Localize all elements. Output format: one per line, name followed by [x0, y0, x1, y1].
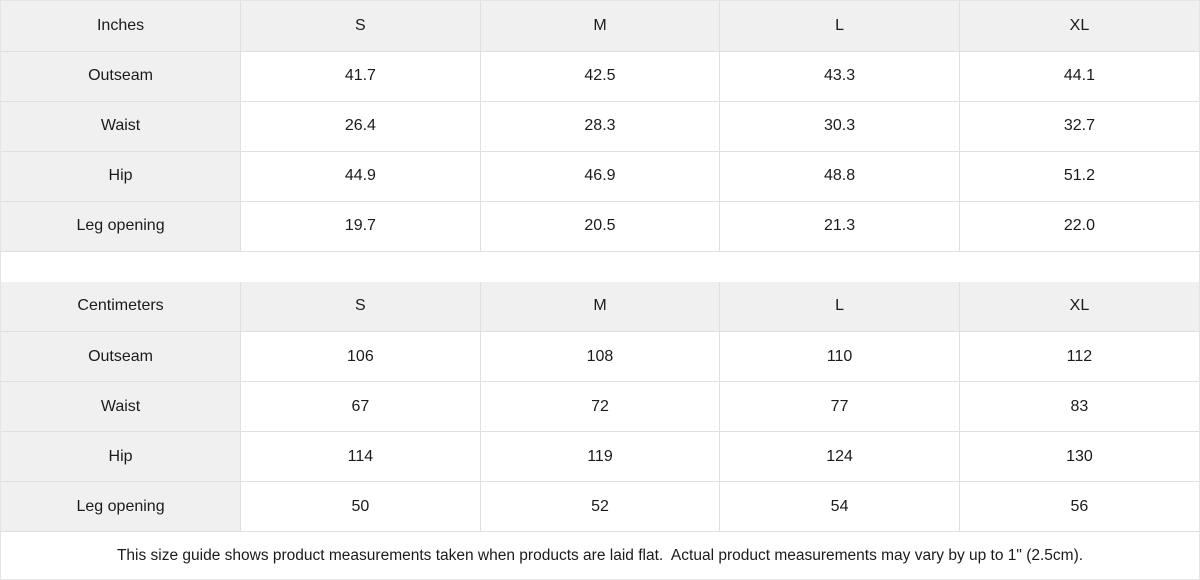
measurement-value-cell: 20.5	[479, 200, 721, 252]
measurement-value-cell: 32.7	[958, 100, 1199, 152]
measurement-value-cell: 67	[240, 381, 481, 432]
measurement-value-cell: 21.3	[719, 200, 960, 252]
measurement-value-cell: 30.3	[719, 100, 960, 152]
measurement-value-cell: 124	[719, 431, 960, 482]
size-column-header: L	[719, 1, 960, 52]
size-table-inches: Inches S M L XL Outseam 41.7 42.5 43.3 44.1 Waist 2…	[1, 1, 1199, 252]
measurement-value-cell: 56	[958, 481, 1199, 532]
measurement-value-cell: 114	[240, 431, 481, 482]
measurement-value-cell: 77	[719, 381, 960, 432]
measurement-value-cell: 19.7	[240, 200, 481, 252]
row-label-cell: Waist	[1, 100, 242, 152]
measurement-value-cell: 44.9	[240, 150, 481, 202]
size-column-header: XL	[958, 281, 1199, 332]
table-row: Leg opening 19.7 20.5 21.3 22.0	[1, 200, 1199, 252]
row-label-cell: Waist	[1, 381, 242, 432]
table-row: Leg opening 50 52 54 56	[1, 481, 1199, 532]
size-guide-footnote: This size guide shows product measuremen…	[1, 532, 1199, 579]
size-column-header: L	[719, 281, 960, 332]
measurement-value-cell: 26.4	[240, 100, 481, 152]
size-column-header: XL	[958, 1, 1199, 52]
measurement-value-cell: 46.9	[479, 150, 721, 202]
measurement-value-cell: 48.8	[719, 150, 960, 202]
measurement-value-cell: 43.3	[719, 50, 960, 102]
row-label-cell: Hip	[1, 431, 242, 482]
measurement-value-cell: 42.5	[479, 50, 721, 102]
measurement-value-cell: 110	[719, 331, 960, 382]
measurement-value-cell: 28.3	[479, 100, 721, 152]
size-column-header: S	[240, 1, 481, 52]
size-table-centimeters: Centimeters S M L XL Outseam 106 108 110 112 Waist…	[1, 281, 1199, 532]
unit-header-cell: Inches	[1, 1, 242, 52]
measurement-value-cell: 83	[958, 381, 1199, 432]
table-row: Waist 67 72 77 83	[1, 381, 1199, 432]
row-label-cell: Hip	[1, 150, 242, 202]
measurement-value-cell: 44.1	[958, 50, 1199, 102]
table-spacer	[1, 251, 1199, 282]
header-row: Inches S M L XL	[1, 1, 1199, 52]
measurement-value-cell: 130	[958, 431, 1199, 482]
measurement-value-cell: 22.0	[958, 200, 1199, 252]
row-label-cell: Outseam	[1, 331, 242, 382]
measurement-value-cell: 50	[240, 481, 481, 532]
unit-header-cell: Centimeters	[1, 281, 242, 332]
measurement-value-cell: 106	[240, 331, 481, 382]
measurement-value-cell: 54	[719, 481, 960, 532]
table-row: Outseam 41.7 42.5 43.3 44.1	[1, 50, 1199, 102]
header-row: Centimeters S M L XL	[1, 281, 1199, 332]
size-column-header: M	[479, 1, 721, 52]
table-row: Hip 114 119 124 130	[1, 431, 1199, 482]
row-label-cell: Outseam	[1, 50, 242, 102]
measurement-value-cell: 52	[479, 481, 721, 532]
table-row: Outseam 106 108 110 112	[1, 331, 1199, 382]
measurement-value-cell: 41.7	[240, 50, 481, 102]
row-label-cell: Leg opening	[1, 200, 242, 252]
size-column-header: S	[240, 281, 481, 332]
measurement-value-cell: 51.2	[958, 150, 1199, 202]
row-label-cell: Leg opening	[1, 481, 242, 532]
measurement-value-cell: 119	[479, 431, 721, 482]
measurement-value-cell: 112	[958, 331, 1199, 382]
size-column-header: M	[479, 281, 721, 332]
measurement-value-cell: 108	[479, 331, 721, 382]
table-row: Hip 44.9 46.9 48.8 51.2	[1, 150, 1199, 202]
measurement-value-cell: 72	[479, 381, 721, 432]
table-row: Waist 26.4 28.3 30.3 32.7	[1, 100, 1199, 152]
